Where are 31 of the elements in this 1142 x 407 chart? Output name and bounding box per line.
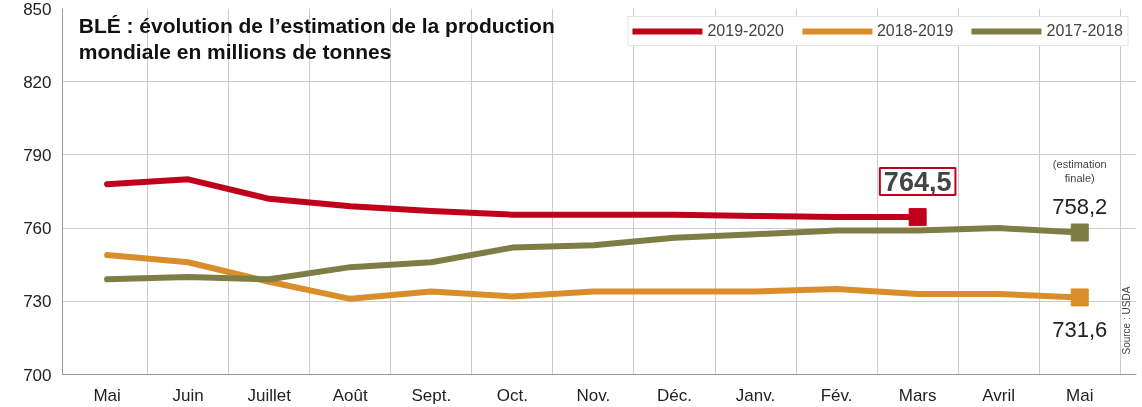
x-tick-label: Oct. [496, 385, 528, 405]
annotation: 758,2 [1052, 194, 1108, 220]
x-tick-label: Juin [172, 385, 204, 405]
point [1070, 223, 1089, 242]
point [1070, 288, 1089, 307]
x-tick-label: Nov. [576, 385, 611, 405]
x-tick-label: Août [332, 385, 369, 405]
annotation: 731,6 [1052, 317, 1108, 343]
x-tick-label: Fév. [820, 385, 853, 405]
y-tick-label: 700 [23, 365, 52, 385]
legend-label: 2019-2020 [707, 22, 784, 40]
y-tick-label: 850 [23, 0, 52, 19]
x-tick-label: Mai [93, 385, 121, 405]
annotation: 764,5 [883, 167, 952, 198]
annotation: Source : USDA [1120, 286, 1132, 355]
y-tick-label: 760 [23, 219, 52, 239]
y-tick-label: 820 [23, 72, 52, 92]
x-tick-label: Déc. [657, 385, 692, 405]
y-tick-label: 730 [23, 292, 52, 312]
x-tick-label: Mai [1066, 385, 1094, 405]
x-tick-label: Janv. [735, 385, 776, 405]
y-tick-label: 790 [23, 145, 52, 165]
x-tick-label: Avril [982, 385, 1016, 405]
point [908, 208, 927, 227]
x-tick-label: Juillet [247, 385, 292, 405]
text: BLÉ : évolution de l’estimation de la production mondiale en millions de tonnes [78, 13, 555, 63]
x-tick-label: Sept. [411, 385, 452, 405]
annotation: (estimation finale) [1052, 158, 1107, 185]
legend-label: 2017-2018 [1046, 22, 1123, 40]
x-tick-label: Mars [898, 385, 937, 405]
legend-label: 2018-2019 [876, 22, 954, 40]
